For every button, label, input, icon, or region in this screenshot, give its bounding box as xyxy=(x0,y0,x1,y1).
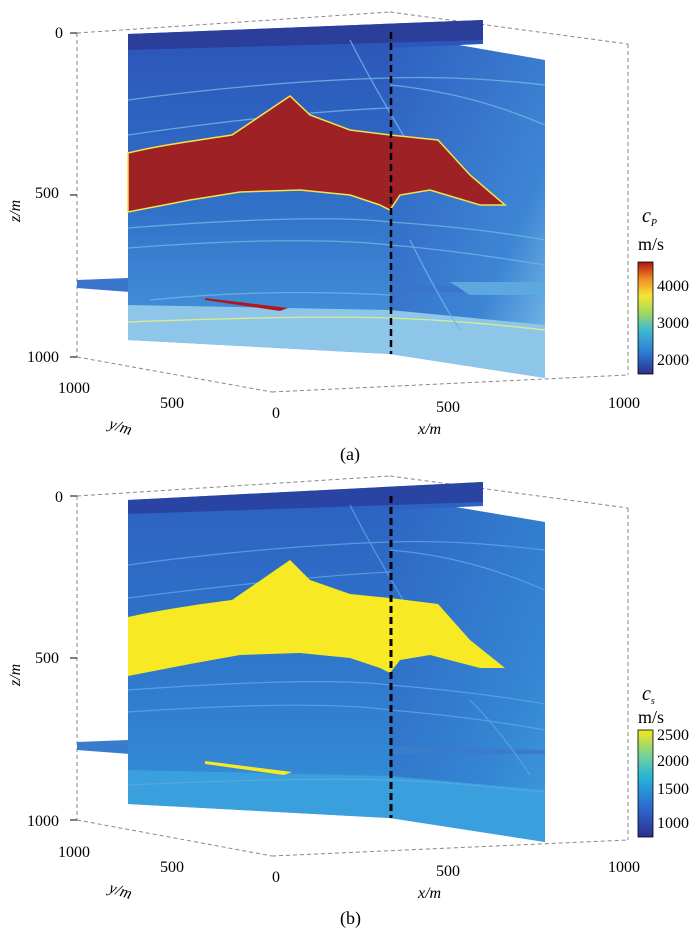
panel-label-a: (a) xyxy=(340,444,360,465)
cbar-tick: 2000 xyxy=(657,753,689,770)
x-axis-label: x/m xyxy=(417,885,441,902)
x-tick-1000: 1000 xyxy=(608,395,640,412)
z-axis-label: z/m xyxy=(7,200,24,223)
y-tick-500: 500 xyxy=(160,859,184,876)
z-tick-500: 500 xyxy=(35,185,59,202)
x-axis-label: x/m xyxy=(417,421,441,438)
y-axis: 1000 500 y/m xyxy=(58,844,184,903)
panel-b: 0 500 1000 z/m 1000 500 y/m 0 500 1000 x… xyxy=(7,475,689,929)
velocity-anomaly xyxy=(127,95,508,213)
cbar-tick: 4000 xyxy=(657,278,689,295)
cbar-tick: 3000 xyxy=(657,315,689,332)
colorbar-quantity: cs xyxy=(642,683,655,707)
z-tick-1000: 1000 xyxy=(27,813,59,830)
x-axis: 0 500 1000 x/m xyxy=(272,859,640,902)
y-tick-1000: 1000 xyxy=(58,380,90,397)
y-tick-500: 500 xyxy=(160,395,184,412)
colorbar-b: cs m/s 2500 2000 1500 1000 xyxy=(637,683,689,838)
cbar-tick: 2500 xyxy=(657,727,689,744)
colorbar-a: cP m/s 4000 3000 2000 xyxy=(637,205,689,375)
cbar-tick: 2000 xyxy=(657,352,689,369)
slice-y-wall xyxy=(390,496,545,842)
cbar-tick: 1500 xyxy=(657,781,689,798)
z-axis: 0 500 1000 z/m xyxy=(7,25,77,366)
panel-a: 0 500 1000 z/m 1000 500 y/m 0 500 1000 x… xyxy=(7,11,689,465)
z-tick-500: 500 xyxy=(35,650,59,667)
x-tick-0: 0 xyxy=(272,869,280,886)
bounding-box xyxy=(76,475,629,857)
z-tick-1000: 1000 xyxy=(27,349,59,366)
panel-label-b: (b) xyxy=(340,908,361,929)
cbar-tick: 1000 xyxy=(657,815,689,832)
z-axis-label: z/m xyxy=(7,664,24,687)
y-axis: 1000 500 y/m xyxy=(58,380,184,439)
velocity-anomaly xyxy=(128,560,505,676)
x-tick-1000: 1000 xyxy=(608,859,640,876)
lens-anomaly xyxy=(205,298,288,311)
y-axis-label: y/m xyxy=(105,415,134,439)
colorbar-unit: m/s xyxy=(638,707,664,727)
z-axis: 0 500 1000 z/m xyxy=(7,489,77,830)
x-tick-500: 500 xyxy=(436,399,460,416)
y-tick-1000: 1000 xyxy=(58,844,90,861)
x-axis: 0 500 1000 x/m xyxy=(272,395,640,438)
colorbar-quantity: cP xyxy=(642,205,657,229)
lens-anomaly xyxy=(205,761,292,775)
x-tick-0: 0 xyxy=(272,405,280,422)
x-tick-500: 500 xyxy=(436,863,460,880)
z-tick-0: 0 xyxy=(55,25,63,42)
z-tick-0: 0 xyxy=(55,489,63,506)
colorbar-unit: m/s xyxy=(638,234,664,254)
y-axis-label: y/m xyxy=(105,879,134,903)
